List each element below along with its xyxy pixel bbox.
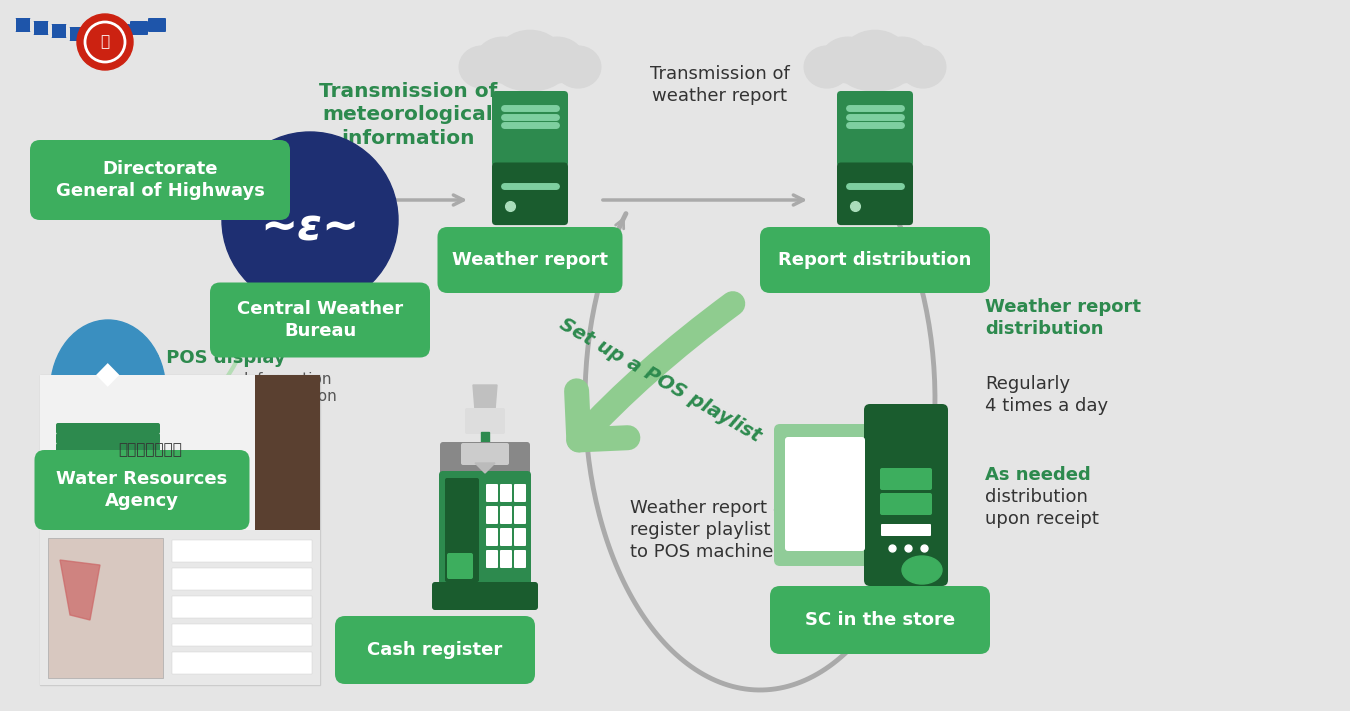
Ellipse shape — [555, 46, 601, 88]
FancyBboxPatch shape — [491, 91, 568, 166]
Circle shape — [221, 132, 398, 308]
Text: distribution
upon receipt: distribution upon receipt — [986, 488, 1099, 528]
FancyBboxPatch shape — [51, 24, 68, 38]
Text: 你好！歡迎光臨: 你好！歡迎光臨 — [117, 442, 182, 457]
FancyBboxPatch shape — [784, 437, 865, 551]
FancyBboxPatch shape — [69, 27, 85, 41]
Ellipse shape — [497, 31, 563, 84]
FancyBboxPatch shape — [486, 528, 498, 546]
FancyBboxPatch shape — [30, 140, 290, 220]
Ellipse shape — [842, 31, 909, 84]
Text: ~ε~: ~ε~ — [261, 206, 359, 250]
FancyBboxPatch shape — [464, 408, 505, 434]
FancyBboxPatch shape — [112, 24, 130, 38]
Text: ◆: ◆ — [96, 360, 120, 390]
Text: Set up a POS playlist: Set up a POS playlist — [556, 314, 764, 446]
Ellipse shape — [477, 37, 531, 82]
FancyBboxPatch shape — [171, 540, 312, 562]
FancyBboxPatch shape — [335, 616, 535, 684]
FancyBboxPatch shape — [486, 550, 498, 568]
Text: Cash register: Cash register — [367, 641, 502, 659]
FancyBboxPatch shape — [500, 506, 512, 524]
FancyBboxPatch shape — [514, 506, 526, 524]
Polygon shape — [475, 463, 495, 473]
FancyBboxPatch shape — [35, 450, 250, 530]
FancyBboxPatch shape — [255, 375, 320, 530]
FancyBboxPatch shape — [837, 91, 913, 166]
FancyBboxPatch shape — [774, 424, 876, 566]
Text: Information
transmission: Information transmission — [239, 372, 338, 404]
Ellipse shape — [900, 46, 946, 88]
FancyBboxPatch shape — [880, 493, 932, 515]
Ellipse shape — [531, 37, 585, 82]
FancyBboxPatch shape — [882, 524, 932, 536]
FancyBboxPatch shape — [486, 506, 498, 524]
FancyBboxPatch shape — [130, 21, 148, 35]
FancyBboxPatch shape — [40, 375, 320, 685]
FancyBboxPatch shape — [171, 596, 312, 618]
FancyBboxPatch shape — [514, 550, 526, 568]
FancyBboxPatch shape — [446, 478, 479, 582]
FancyBboxPatch shape — [447, 553, 472, 579]
Ellipse shape — [902, 556, 942, 584]
FancyBboxPatch shape — [460, 443, 509, 465]
FancyBboxPatch shape — [211, 282, 431, 358]
FancyBboxPatch shape — [32, 21, 49, 35]
FancyBboxPatch shape — [55, 423, 161, 434]
FancyBboxPatch shape — [171, 652, 312, 674]
FancyBboxPatch shape — [49, 538, 163, 678]
Ellipse shape — [821, 37, 875, 82]
Text: Store POS display: Store POS display — [105, 349, 285, 367]
FancyBboxPatch shape — [500, 550, 512, 568]
Ellipse shape — [459, 46, 505, 88]
Text: Weather report
distribution: Weather report distribution — [986, 298, 1141, 338]
FancyBboxPatch shape — [491, 163, 568, 225]
FancyBboxPatch shape — [432, 582, 539, 610]
FancyBboxPatch shape — [148, 18, 166, 32]
Polygon shape — [481, 432, 489, 445]
Polygon shape — [59, 560, 100, 620]
FancyBboxPatch shape — [95, 27, 112, 41]
Ellipse shape — [494, 49, 566, 91]
Text: 中: 中 — [100, 35, 109, 50]
FancyBboxPatch shape — [500, 528, 512, 546]
Ellipse shape — [838, 49, 911, 91]
Text: Regularly
4 times a day: Regularly 4 times a day — [986, 375, 1108, 415]
FancyBboxPatch shape — [55, 443, 161, 454]
Text: Transmission of
meteorological
information: Transmission of meteorological informati… — [319, 82, 497, 148]
FancyBboxPatch shape — [15, 18, 31, 32]
Text: As needed: As needed — [986, 466, 1091, 484]
Text: Weather report: Weather report — [452, 251, 608, 269]
FancyBboxPatch shape — [439, 471, 531, 589]
Text: Weather report and cash
register playlist transmitted
to POS machines: Weather report and cash register playlis… — [630, 499, 882, 561]
Text: SC in the store: SC in the store — [805, 611, 954, 629]
Text: Directorate
General of Highways: Directorate General of Highways — [55, 160, 265, 200]
Circle shape — [77, 14, 134, 70]
Text: Transmission of
weather report: Transmission of weather report — [651, 65, 790, 105]
Text: Information
transmission: Information transmission — [230, 141, 327, 174]
Polygon shape — [472, 385, 497, 410]
FancyBboxPatch shape — [514, 528, 526, 546]
FancyBboxPatch shape — [55, 433, 161, 444]
Text: Water Resources
Agency: Water Resources Agency — [57, 470, 228, 510]
FancyBboxPatch shape — [437, 227, 622, 293]
FancyBboxPatch shape — [514, 484, 526, 502]
Text: Report distribution: Report distribution — [779, 251, 972, 269]
FancyBboxPatch shape — [880, 468, 932, 490]
FancyBboxPatch shape — [486, 484, 498, 502]
FancyBboxPatch shape — [760, 227, 990, 293]
FancyBboxPatch shape — [40, 530, 320, 685]
FancyBboxPatch shape — [864, 404, 948, 586]
FancyBboxPatch shape — [440, 442, 531, 478]
Text: Central Weather
Bureau: Central Weather Bureau — [238, 300, 404, 340]
FancyBboxPatch shape — [837, 163, 913, 225]
FancyBboxPatch shape — [769, 586, 990, 654]
Ellipse shape — [50, 320, 166, 460]
Ellipse shape — [875, 37, 929, 82]
Ellipse shape — [805, 46, 849, 88]
FancyBboxPatch shape — [171, 568, 312, 590]
FancyBboxPatch shape — [500, 484, 512, 502]
FancyBboxPatch shape — [40, 375, 320, 530]
FancyBboxPatch shape — [171, 624, 312, 646]
